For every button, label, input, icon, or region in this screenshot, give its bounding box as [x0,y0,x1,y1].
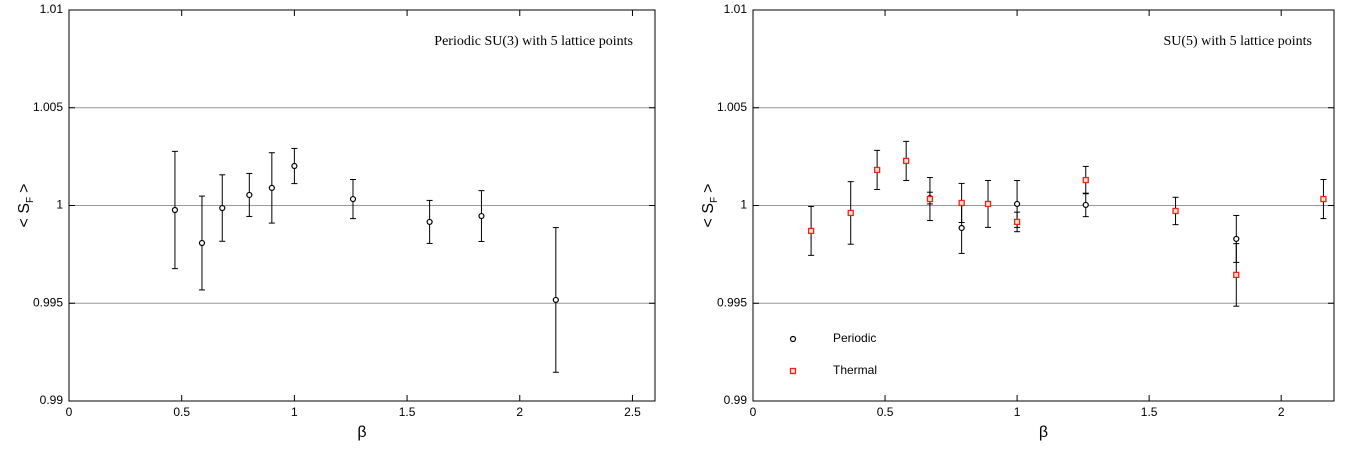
point [984,200,992,208]
x-tick-label: 0 [750,405,757,419]
point [268,184,275,192]
point [246,191,253,199]
y-axis-label-part: F [25,197,36,203]
y-axis-label: < SF > [16,184,35,228]
point [171,206,179,214]
x-axis-label: β [1039,424,1048,441]
point [807,227,815,235]
point [903,157,910,165]
x-tick-label: 0 [66,405,73,419]
x-tick-label: 0.5 [877,405,894,419]
y-tick-label: 0.99 [724,393,748,407]
y-axis-label-part: > [700,184,717,193]
y-axis-label-part: F [709,197,720,203]
y-axis-label-part: < S [16,203,33,227]
point [873,166,881,174]
legend-marker [789,367,797,375]
y-tick-label: 1.01 [40,2,64,16]
y-tick-label: 1 [56,198,63,212]
legend-label: Periodic [833,331,876,345]
y-axis-label: < SF > [700,184,719,228]
point [1233,271,1240,279]
y-tick-label: 0.995 [717,295,747,309]
y-tick-label: 0.995 [33,295,63,309]
point [219,204,226,212]
x-tick-label: 1.5 [1141,405,1158,419]
x-tick-label: 0.5 [173,405,190,419]
legend-marker [789,335,797,343]
point [552,296,559,304]
x-tick-label: 1 [291,405,298,419]
y-axis-label-part: > [16,184,33,193]
legend-label: Thermal [833,363,877,377]
y-tick-label: 1.005 [33,100,63,114]
chart-title: SU(5) with 5 lattice points [1163,34,1312,49]
point [426,218,433,226]
plot-frame [752,9,1335,402]
plot-frame [68,9,656,402]
y-tick-label: 0.99 [40,393,64,407]
point [1082,176,1089,184]
x-tick-label: 1.5 [399,405,416,419]
x-tick-label: 2 [1278,405,1285,419]
y-tick-label: 1.01 [724,2,748,16]
y-tick-label: 1 [740,198,747,212]
y-tick-label: 1.005 [717,100,747,114]
x-tick-label: 2 [516,405,523,419]
x-tick-label: 2.5 [624,405,641,419]
point [478,212,485,220]
point [1013,218,1021,226]
x-tick-label: 1 [1014,405,1021,419]
chart-title: Periodic SU(3) with 5 lattice points [434,34,633,49]
point [958,224,965,232]
point [349,195,357,203]
point [926,195,934,203]
point [1013,200,1021,208]
y-axis-label-part: < S [700,203,717,227]
point [1172,207,1179,215]
point [1233,235,1240,243]
point [958,199,965,207]
point [847,209,854,217]
point [291,162,298,170]
point [198,239,206,247]
x-axis-label: β [357,424,366,441]
point [1320,195,1327,203]
point [1082,201,1089,209]
